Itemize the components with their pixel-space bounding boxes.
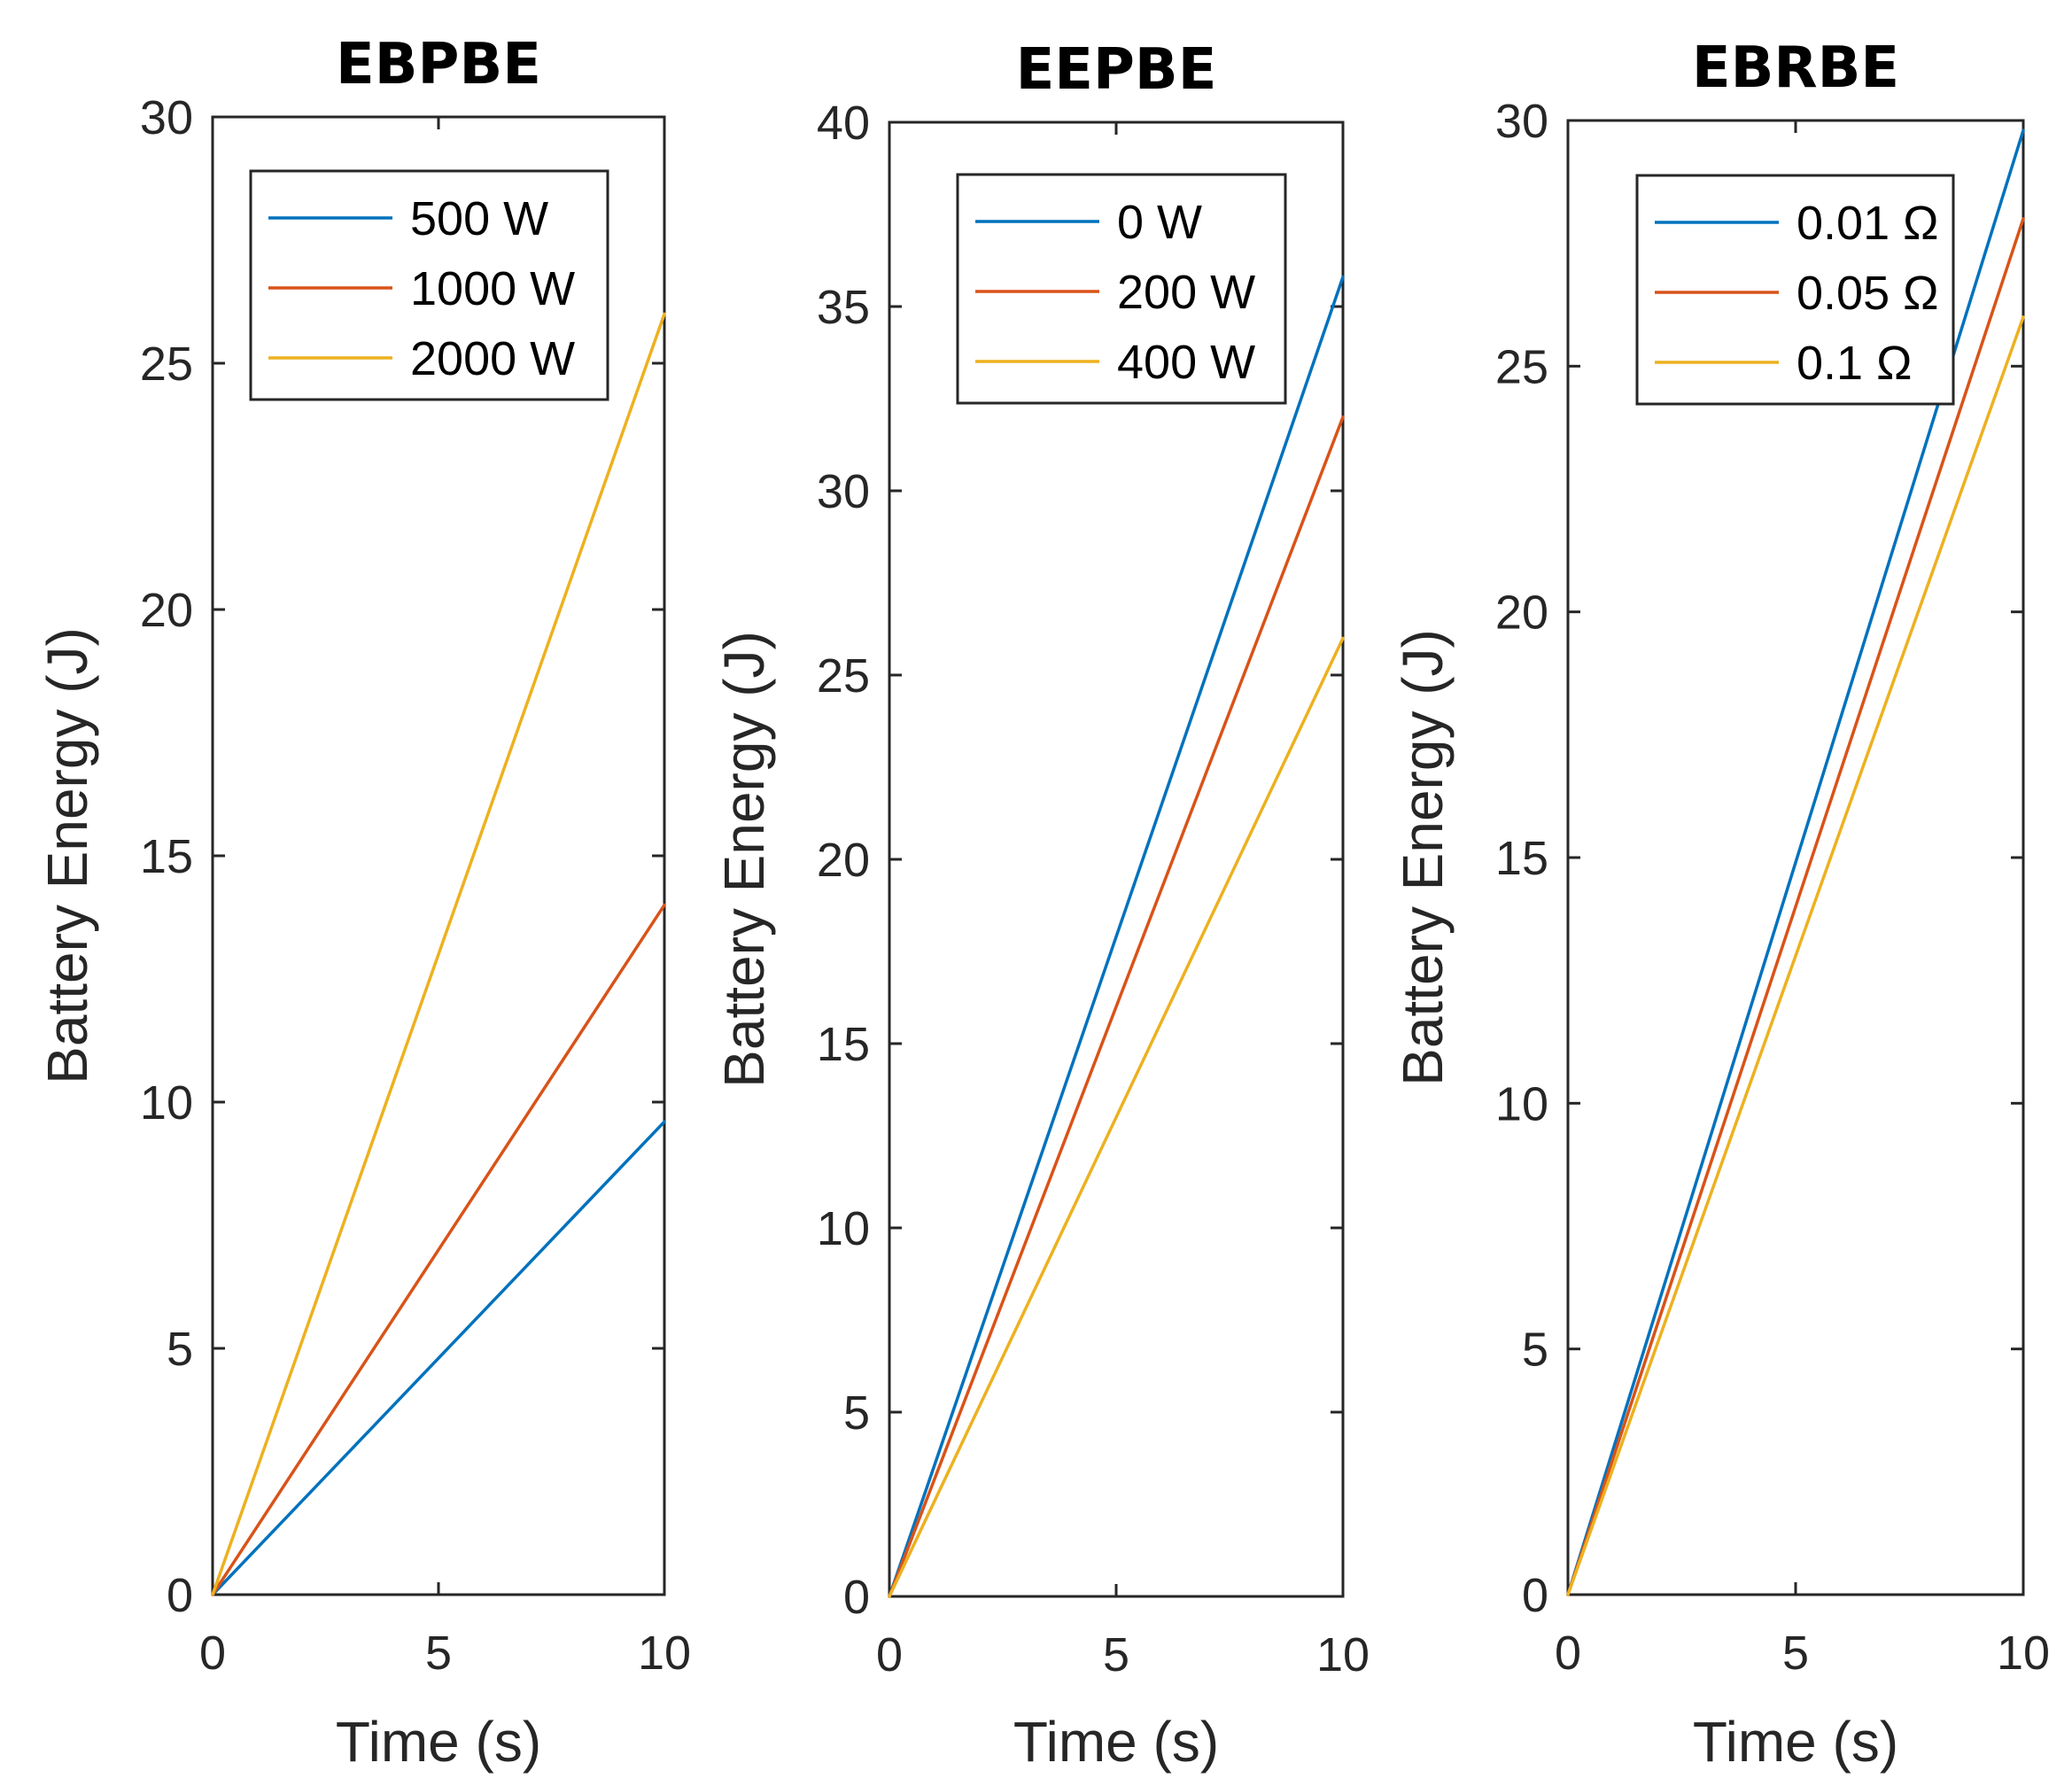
- chart-panel-1: 0 5 10 0 5 10 15 20 25 30 EBPBE Time (s) Battery Ene…: [35, 32, 691, 1774]
- y-tick-label: 30: [817, 465, 870, 518]
- legend-label: 400 W: [1117, 336, 1255, 389]
- series-line-2: [211, 903, 666, 1596]
- y-tick-label: 15: [140, 830, 193, 883]
- y-tick-label: 10: [1495, 1077, 1548, 1130]
- legend-label: 200 W: [1117, 266, 1255, 319]
- legend-label: 1000 W: [410, 262, 575, 315]
- series-line-1: [888, 275, 1345, 1598]
- x-tick-label: 5: [1782, 1627, 1809, 1680]
- y-tick-label: 5: [167, 1323, 193, 1376]
- y-tick-label: 10: [817, 1202, 870, 1255]
- x-tick-label: 5: [425, 1627, 452, 1680]
- series-line-3: [1566, 315, 2025, 1596]
- y-tick-label: 15: [817, 1018, 870, 1071]
- y-tick-label: 20: [817, 834, 870, 887]
- series-line-2: [1566, 217, 2025, 1596]
- legend-label: 0 W: [1117, 196, 1202, 249]
- x-tick-label: 10: [1316, 1628, 1370, 1681]
- y-tick-label: 5: [1522, 1324, 1548, 1377]
- y-tick-label: 5: [843, 1386, 870, 1440]
- chart-title: EBPBE: [336, 32, 541, 97]
- legend-label: 0.05 Ω: [1797, 267, 1938, 320]
- y-tick-label: 0: [843, 1571, 870, 1624]
- x-tick-label: 5: [1103, 1628, 1129, 1681]
- x-tick-label: 10: [638, 1627, 691, 1680]
- legend-label: 2000 W: [410, 332, 575, 385]
- legend: 0 W 200 W 400 W: [956, 173, 1287, 405]
- y-axis-label: Battery Energy (J): [35, 627, 99, 1084]
- legend-box: [249, 169, 609, 401]
- y-tick-label: 0: [167, 1569, 193, 1622]
- chart-title: EEPBE: [1016, 37, 1217, 103]
- series-line-3: [888, 636, 1345, 1598]
- y-tick-label: 30: [140, 91, 193, 144]
- legend-label: 0.1 Ω: [1797, 337, 1912, 390]
- y-tick-label: 30: [1495, 95, 1548, 148]
- series-line-1: [211, 1120, 666, 1596]
- legend-label: 500 W: [410, 192, 548, 245]
- y-tick-label: 15: [1495, 832, 1548, 885]
- x-tick-label: 0: [1555, 1627, 1581, 1680]
- x-tick-label: 0: [199, 1627, 226, 1680]
- legend-box: [956, 173, 1287, 405]
- y-tick-label: 25: [1495, 340, 1548, 393]
- x-tick-label: 0: [876, 1628, 903, 1681]
- y-tick-label: 25: [140, 338, 193, 391]
- y-axis-label: Battery Energy (J): [1391, 629, 1455, 1086]
- legend-box: [1635, 174, 1955, 406]
- legend: 0.01 Ω 0.05 Ω 0.1 Ω: [1635, 174, 1955, 406]
- x-tick-label: 10: [1997, 1627, 2050, 1680]
- x-axis-label: Time (s): [1693, 1710, 1898, 1774]
- y-tick-label: 40: [817, 97, 870, 150]
- y-tick-label: 25: [817, 649, 870, 703]
- series-line-3: [211, 312, 666, 1596]
- chart-title: EBRBE: [1692, 35, 1899, 101]
- y-axis-label: Battery Energy (J): [712, 631, 776, 1088]
- series-line-2: [888, 415, 1345, 1598]
- x-axis-label: Time (s): [336, 1710, 541, 1774]
- y-tick-label: 10: [140, 1076, 193, 1130]
- y-tick-label: 20: [140, 584, 193, 637]
- y-tick-label: 0: [1522, 1569, 1548, 1622]
- x-axis-label: Time (s): [1013, 1710, 1219, 1774]
- chart-panel-3: 0 5 10 0 5 10 15 20 25 30 EBRBE Time (s) Battery Ene…: [1391, 35, 2050, 1774]
- y-tick-label: 20: [1495, 586, 1548, 640]
- legend-label: 0.01 Ω: [1797, 197, 1938, 250]
- legend: 500 W 1000 W 2000 W: [249, 169, 609, 401]
- chart-panel-2: 0 5 10 0 5 10 15 20 25 30 35 40 EEPBE Time (s) Battery…: [712, 37, 1370, 1774]
- y-tick-label: 35: [817, 281, 870, 334]
